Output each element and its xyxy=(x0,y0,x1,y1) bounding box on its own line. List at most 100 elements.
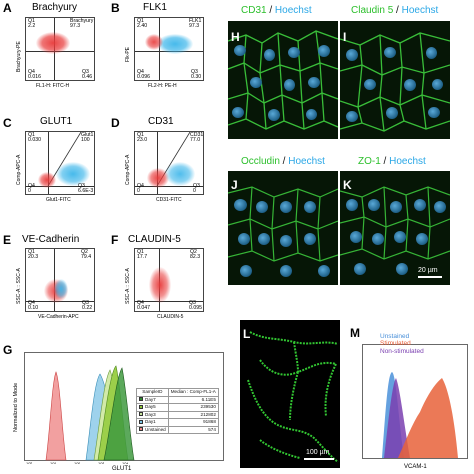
table-row: Unstained 574 xyxy=(136,425,219,434)
y-axis-label-g: Normalized to Mode xyxy=(13,382,19,432)
svg-text:10²: 10² xyxy=(74,461,80,464)
title-i-stain: Hoechst xyxy=(401,5,439,16)
title-i: Claudin 5 / Hoechst xyxy=(351,6,438,16)
x-axis-label-e: VE-Cadherin-APC xyxy=(38,314,79,320)
title-j-sep: / xyxy=(279,156,289,167)
panel-label-a: A xyxy=(3,1,12,15)
quadrant-q2-b: FLK1 97.3 xyxy=(189,18,202,30)
quadrant-q4-e: Q4 0.10 xyxy=(28,300,39,312)
histogram-g: 10⁰ 10¹ 10² 10³ 10⁴ xyxy=(24,352,224,464)
svg-text:10¹: 10¹ xyxy=(50,461,56,464)
micrograph-k: K 20 µm xyxy=(340,171,450,285)
panel-title-e: VE-Cadherin xyxy=(22,234,80,245)
micrograph-i: I xyxy=(340,21,450,139)
panel-label-h: H xyxy=(231,30,240,44)
row-median: 212802 xyxy=(167,410,219,419)
title-i-sep: / xyxy=(393,5,402,16)
panel-title-a: Brachyury xyxy=(32,2,78,13)
swatch-day7 xyxy=(139,397,143,402)
title-j-stain: Hoechst xyxy=(288,156,325,167)
scalebar-label-l: 100 µm xyxy=(306,449,330,456)
panel-title-d: CD31 xyxy=(148,116,174,127)
quadrant-q4-c: Q4 0 xyxy=(28,183,35,195)
quadrant-q1-d: Q1 23.0 xyxy=(137,132,148,144)
panel-label-e: E xyxy=(3,233,12,247)
swatch-day5 xyxy=(139,404,143,409)
quadrant-q2-c: Glut1 100 xyxy=(81,132,94,144)
table-row: Day1 91868 xyxy=(136,418,219,427)
hist-unstained xyxy=(45,371,67,461)
quadrant-q3-c: Q3 6.6E-3 xyxy=(78,183,94,195)
scatter-plot-e: Q1 20.3 Q2 79.4 Q4 0.10 Q3 0.22 xyxy=(25,248,95,312)
hist-stimulated-m xyxy=(398,378,458,458)
scatter-plot-f: Q1 17.7 Q2 82.3 Q4 0.047 Q3 0.095 xyxy=(134,248,204,312)
swatch-unstained xyxy=(139,427,143,432)
swatch-day1 xyxy=(139,419,143,424)
scatter-plot-c: Q1 0.030 Glut1 100 Q4 0 Q3 6.6E-3 xyxy=(25,131,95,195)
y-axis-label-c: Comp-APC-A xyxy=(16,154,22,185)
panel-label-j: J xyxy=(231,178,238,192)
svg-text:10³: 10³ xyxy=(98,461,104,464)
quadrant-q2-d: CD31 77.0 xyxy=(190,132,204,144)
y-axis-label-e: SSC-A :: SSC-A xyxy=(16,268,22,304)
x-axis-label-m: VCAM-1 xyxy=(404,464,427,470)
panel-label-l: L xyxy=(243,327,251,341)
hist-day7 xyxy=(103,367,135,461)
row-sample: Unstained xyxy=(145,426,166,432)
title-k-sep: / xyxy=(380,156,390,167)
scalebar-l xyxy=(304,458,334,460)
m-legend: Unstained Stimulated Non-stimulated xyxy=(380,333,424,355)
y-axis-label-b: Flk-PE xyxy=(125,47,131,62)
title-j: Occludin / Hoechst xyxy=(241,157,325,167)
svg-text:10⁰: 10⁰ xyxy=(26,461,32,464)
svg-text:10⁴: 10⁴ xyxy=(122,461,128,464)
title-j-marker: Occludin xyxy=(241,156,280,167)
panel-label-g: G xyxy=(3,343,13,357)
row-median: 91868 xyxy=(167,418,219,427)
legend-stimulated: Stimulated xyxy=(380,340,411,348)
quadrant-q3-a: Q3 0.46 xyxy=(82,69,93,81)
scatter-plot-d: Q1 23.0 CD31 77.0 Q4 0 Q3 0 xyxy=(134,131,204,195)
scalebar-label-k: 20 µm xyxy=(418,267,438,274)
panel-label-i: I xyxy=(343,30,347,44)
x-axis-label-f: CLAUDIN-5 xyxy=(157,314,184,320)
panel-label-b: B xyxy=(111,1,120,15)
table-header-sample: SampleID xyxy=(136,388,169,397)
title-h-sep: / xyxy=(266,5,275,16)
quadrant-q1-a: Q1 2.2 xyxy=(28,18,36,30)
panel-label-f: F xyxy=(111,233,119,247)
y-axis-label-f: SSC-A :: SSC-A xyxy=(125,268,131,304)
row-sample: Day1 xyxy=(145,419,156,424)
quadrant-q1-e: Q1 20.3 xyxy=(28,249,39,261)
quadrant-q4-a: Q4 0.016 xyxy=(28,69,41,81)
quadrant-q4-d: Q4 0 xyxy=(137,183,144,195)
title-i-marker: Claudin 5 xyxy=(351,5,394,16)
row-median: 239530 xyxy=(167,403,219,412)
panel-label-c: C xyxy=(3,116,12,130)
x-axis-label-a: FL1-H: FITC-H xyxy=(36,83,70,89)
y-axis-label-a: Brachyury-PE xyxy=(16,41,22,72)
quadrant-q4-b: Q4 0.096 xyxy=(137,69,150,81)
row-sample: Day3 xyxy=(145,411,156,417)
panel-title-f: CLAUDIN-5 xyxy=(128,234,181,245)
table-row: Day5 239530 xyxy=(136,403,219,412)
quadrant-q3-f: Q3 0.095 xyxy=(189,300,202,312)
quadrant-q1-b: Q1 2.40 xyxy=(137,18,148,30)
x-axis-label-c: Glut1-FITC xyxy=(46,197,71,203)
row-median: 574 xyxy=(167,425,219,434)
x-axis-label-d: CD31-FITC xyxy=(156,197,182,203)
panel-title-c: GLUT1 xyxy=(40,116,73,127)
title-h-stain: Hoechst xyxy=(274,5,312,16)
quadrant-q2-e: Q2 79.4 xyxy=(81,249,92,261)
quadrant-q3-b: Q3 0.30 xyxy=(191,69,202,81)
panel-label-d: D xyxy=(111,116,120,130)
title-k-marker: ZO-1 xyxy=(358,156,381,167)
quadrant-q1-c: Q1 0.030 xyxy=(28,132,41,144)
table-row: Day7 6.11E5 xyxy=(136,395,219,404)
micrograph-h: H xyxy=(228,21,338,139)
panel-label-k: K xyxy=(343,178,352,192)
row-median: 6.11E5 xyxy=(167,395,219,404)
quadrant-q2-f: Q2 82.3 xyxy=(190,249,201,261)
title-h-marker: CD31 xyxy=(241,5,267,16)
micrograph-l: L 100 µm xyxy=(240,320,340,468)
